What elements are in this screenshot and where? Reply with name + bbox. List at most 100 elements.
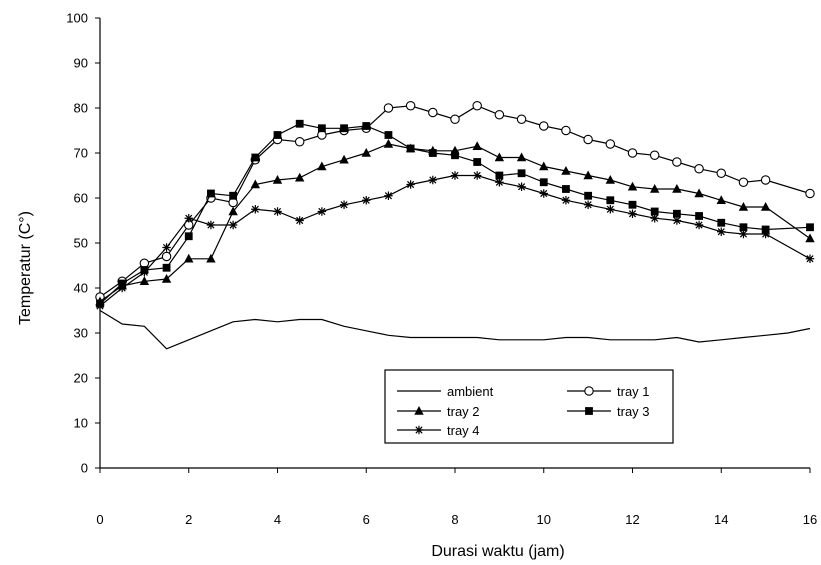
data-point-tray-2 xyxy=(472,141,482,150)
data-point-tray-3 xyxy=(650,207,659,216)
data-point-tray-3 xyxy=(761,225,770,234)
data-point-tray-4 xyxy=(162,243,171,252)
data-point-tray-4 xyxy=(561,196,571,205)
data-point-tray-3 xyxy=(451,151,459,160)
data-point-tray-3 xyxy=(628,200,637,209)
data-point-tray-4 xyxy=(539,189,548,198)
data-point-tray-4 xyxy=(583,200,593,209)
data-point-tray-4 xyxy=(495,178,504,187)
legend-box xyxy=(384,369,674,444)
y-tick-label: 80 xyxy=(74,101,88,116)
data-point-tray-2 xyxy=(738,202,749,211)
data-point-tray-3 xyxy=(273,131,282,139)
data-point-tray-3 xyxy=(317,124,326,133)
data-point-tray-3 xyxy=(207,189,215,198)
data-point-tray-3 xyxy=(695,212,703,220)
data-point-tray-2 xyxy=(516,152,527,162)
data-point-tray-3 xyxy=(473,158,482,166)
y-axis-title: Temperatur (C°) xyxy=(17,211,34,325)
y-tick-label: 20 xyxy=(74,371,88,386)
data-point-tray-2 xyxy=(760,202,771,211)
data-point-tray-4 xyxy=(184,214,193,223)
data-point-tray-2 xyxy=(672,184,682,193)
data-point-tray-4 xyxy=(406,180,415,189)
data-point-tray-2 xyxy=(294,172,305,182)
y-tick-label: 90 xyxy=(74,56,88,71)
data-point-tray-3 xyxy=(340,124,348,133)
data-point-tray-4 xyxy=(228,220,238,230)
x-tick-label: 16 xyxy=(803,512,817,527)
data-point-tray-3 xyxy=(806,223,814,232)
data-point-tray-2 xyxy=(583,170,593,180)
data-point-tray-4 xyxy=(428,175,438,185)
data-point-tray-3 xyxy=(295,119,304,128)
data-point-tray-2 xyxy=(649,184,660,193)
y-tick-label: 50 xyxy=(74,236,88,251)
data-point-tray-1 xyxy=(428,107,438,118)
x-tick-label: 4 xyxy=(274,512,281,527)
data-point-tray-2 xyxy=(228,206,238,216)
data-point-tray-4 xyxy=(251,205,260,214)
data-point-tray-4 xyxy=(672,216,682,225)
x-tick-label: 0 xyxy=(96,512,103,527)
data-point-tray-3 xyxy=(184,232,193,241)
y-tick-label: 60 xyxy=(74,191,88,206)
data-point-tray-2 xyxy=(805,233,815,243)
data-point-tray-2 xyxy=(184,253,194,263)
series-line-ambient xyxy=(99,309,811,350)
data-point-tray-3 xyxy=(362,122,371,130)
data-point-tray-3 xyxy=(495,171,504,180)
data-point-tray-2 xyxy=(361,148,371,157)
legend-marker-tray-4 xyxy=(414,425,424,435)
data-point-tray-1 xyxy=(561,125,571,136)
data-point-tray-1 xyxy=(583,134,593,145)
x-tick-label: 6 xyxy=(363,512,370,527)
y-tick-label: 70 xyxy=(74,146,88,161)
data-point-tray-3 xyxy=(672,209,681,218)
data-point-tray-1 xyxy=(760,175,771,185)
data-point-tray-2 xyxy=(139,276,150,285)
data-point-tray-1 xyxy=(694,164,704,174)
legend-label-tray-3: tray 3 xyxy=(617,404,650,419)
data-point-tray-2 xyxy=(206,253,216,263)
data-point-tray-2 xyxy=(250,179,261,189)
data-point-tray-1 xyxy=(805,188,815,199)
data-point-tray-4 xyxy=(694,220,704,230)
data-point-tray-4 xyxy=(805,254,815,263)
x-tick-label: 10 xyxy=(537,512,551,527)
data-point-tray-1 xyxy=(450,114,460,125)
data-point-tray-3 xyxy=(428,149,437,157)
data-point-tray-2 xyxy=(383,139,394,148)
legend-label-tray-1: tray 1 xyxy=(617,384,650,399)
data-point-tray-3 xyxy=(162,263,171,272)
series-tray-1 xyxy=(95,101,815,302)
data-point-tray-2 xyxy=(161,274,172,283)
legend-label-tray-4: tray 4 xyxy=(447,423,480,438)
data-point-tray-3 xyxy=(539,178,548,187)
data-point-tray-4 xyxy=(273,207,282,216)
series-tray-3 xyxy=(96,119,814,308)
chart-series xyxy=(95,101,815,350)
y-tick-label: 0 xyxy=(81,461,88,476)
data-point-tray-4 xyxy=(95,301,105,311)
data-point-tray-4 xyxy=(295,216,304,225)
data-point-tray-2 xyxy=(494,152,505,162)
data-point-tray-4 xyxy=(140,268,149,277)
data-point-tray-4 xyxy=(384,191,393,200)
data-point-tray-2 xyxy=(627,181,638,191)
y-tick-label: 100 xyxy=(66,11,88,26)
data-point-tray-4 xyxy=(339,200,349,209)
data-point-tray-3 xyxy=(717,218,726,227)
data-point-tray-1 xyxy=(672,157,682,167)
data-point-tray-2 xyxy=(272,175,283,184)
data-point-tray-1 xyxy=(605,139,616,149)
legend-label-ambient: ambient xyxy=(447,384,494,399)
data-point-tray-1 xyxy=(516,114,527,125)
data-point-tray-1 xyxy=(294,137,305,147)
data-point-tray-1 xyxy=(738,177,749,188)
data-point-tray-3 xyxy=(562,185,570,193)
series-tray-4 xyxy=(95,171,815,311)
data-point-tray-4 xyxy=(206,220,216,230)
data-point-tray-3 xyxy=(584,191,593,200)
